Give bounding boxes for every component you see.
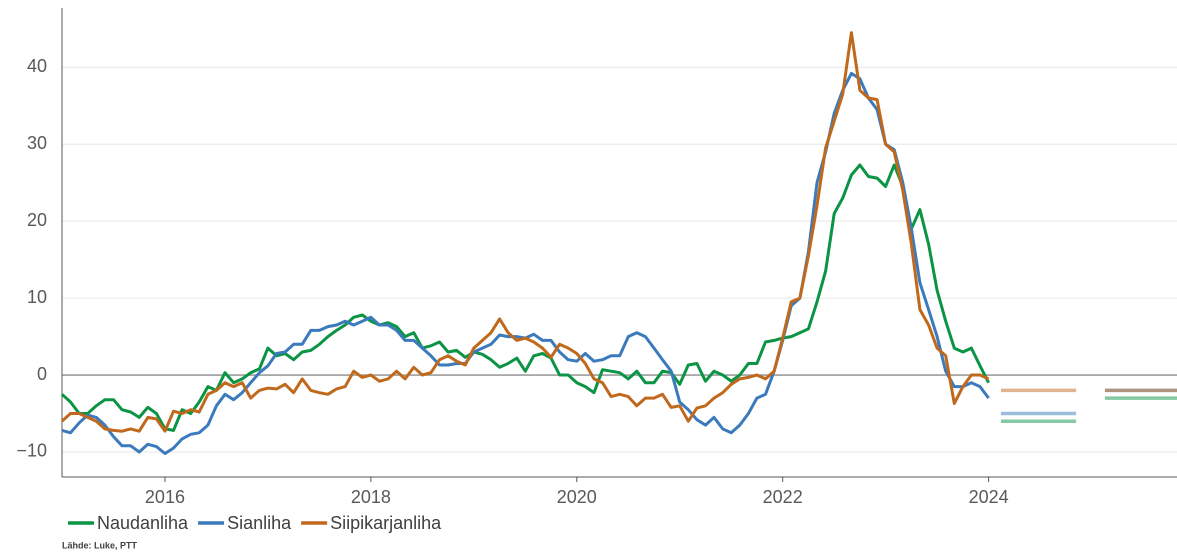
y-tick-label: 40 (27, 56, 47, 76)
y-tick-label: −10 (16, 441, 47, 461)
x-tick-label: 2016 (145, 487, 185, 507)
legend-label: Sianliha (227, 513, 292, 533)
series-line (60, 31, 990, 433)
y-tick-label: 20 (27, 210, 47, 230)
y-tick-label: 10 (27, 287, 47, 307)
source: Lähde: Luke, PTT (62, 540, 138, 550)
y-tick-label: 0 (37, 364, 47, 384)
x-tick-label: 2022 (763, 487, 803, 507)
x-tick-label: 2020 (557, 487, 597, 507)
legend-label: Siipikarjanliha (330, 513, 442, 533)
x-tick-label: 2024 (969, 487, 1009, 507)
y-tick-label: 30 (27, 133, 47, 153)
legend-label: Naudanliha (97, 513, 189, 533)
x-tick-label: 2018 (351, 487, 391, 507)
